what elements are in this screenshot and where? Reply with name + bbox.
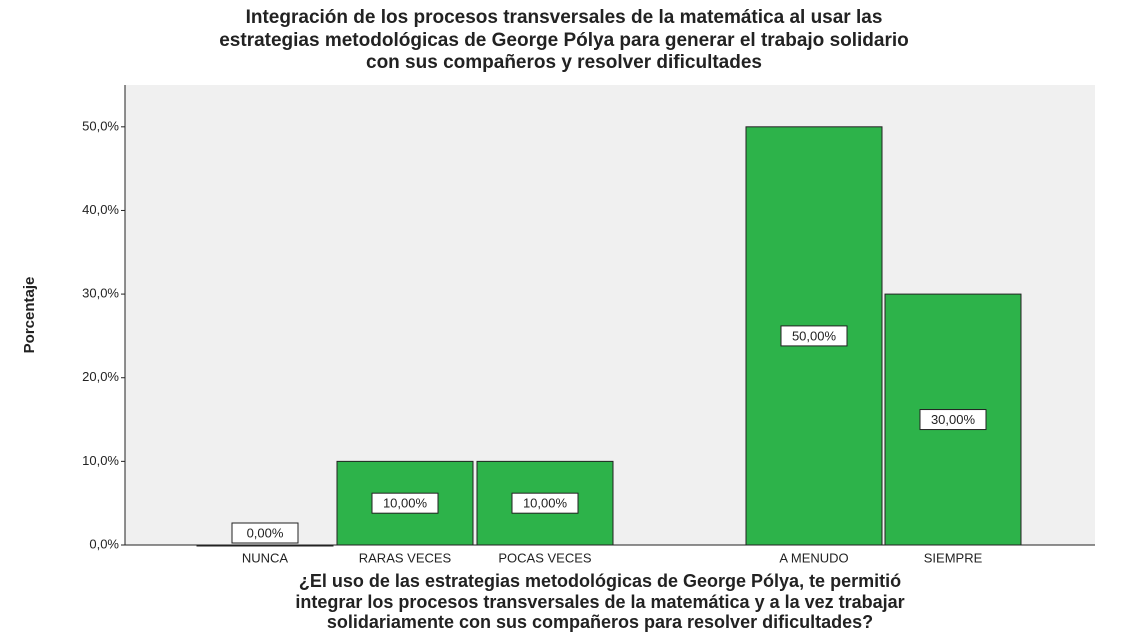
value-label-box xyxy=(780,325,848,347)
chart-title: con sus compañeros y resolver dificultad… xyxy=(366,52,762,73)
y-tick-label: 20,0% xyxy=(82,369,119,384)
chart-title: estrategias metodológicas de George Póly… xyxy=(219,30,909,51)
y-tick-label: 50,0% xyxy=(82,118,119,133)
x-axis-label: ¿El uso de las estrategias metodológicas… xyxy=(299,571,901,591)
value-label: 50,00% xyxy=(792,328,837,343)
value-label: 10,00% xyxy=(523,496,568,511)
x-axis-label: integrar los procesos transversales de l… xyxy=(295,592,904,612)
x-tick-label: SIEMPRE xyxy=(924,550,983,565)
value-label-box xyxy=(231,522,299,544)
value-label: 30,00% xyxy=(931,412,976,427)
x-tick-label: POCAS VECES xyxy=(498,550,592,565)
value-label: 0,00% xyxy=(247,525,284,540)
y-axis-label: Porcentaje xyxy=(21,277,38,354)
chart-title: Integración de los procesos transversale… xyxy=(246,7,883,28)
value-label: 10,00% xyxy=(383,496,428,511)
bar xyxy=(196,544,334,547)
value-label-box xyxy=(371,492,439,514)
x-tick-label: RARAS VECES xyxy=(359,550,452,565)
x-axis-label: solidariamente con sus compañeros para r… xyxy=(327,612,873,632)
x-tick-label: A MENUDO xyxy=(779,550,848,565)
value-label-box xyxy=(511,492,579,514)
y-tick-label: 0,0% xyxy=(89,536,119,551)
value-label-box xyxy=(919,409,987,431)
y-tick-label: 40,0% xyxy=(82,202,119,217)
y-tick-label: 10,0% xyxy=(82,453,119,468)
y-tick-label: 30,0% xyxy=(82,286,119,301)
x-tick-label: NUNCA xyxy=(242,550,289,565)
